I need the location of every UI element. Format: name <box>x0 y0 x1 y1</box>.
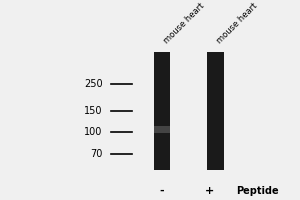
Text: 150: 150 <box>84 106 102 116</box>
Text: Peptide: Peptide <box>236 186 278 196</box>
Text: mouse heart: mouse heart <box>162 2 206 46</box>
Text: 100: 100 <box>84 127 102 137</box>
Text: +: + <box>205 186 214 196</box>
Bar <box>207 52 224 170</box>
Bar <box>170 52 207 170</box>
Text: mouse heart: mouse heart <box>215 2 260 46</box>
Bar <box>154 52 170 170</box>
Text: 70: 70 <box>90 149 102 159</box>
Bar <box>154 126 170 133</box>
Text: -: - <box>160 186 164 196</box>
Text: 250: 250 <box>84 79 102 89</box>
